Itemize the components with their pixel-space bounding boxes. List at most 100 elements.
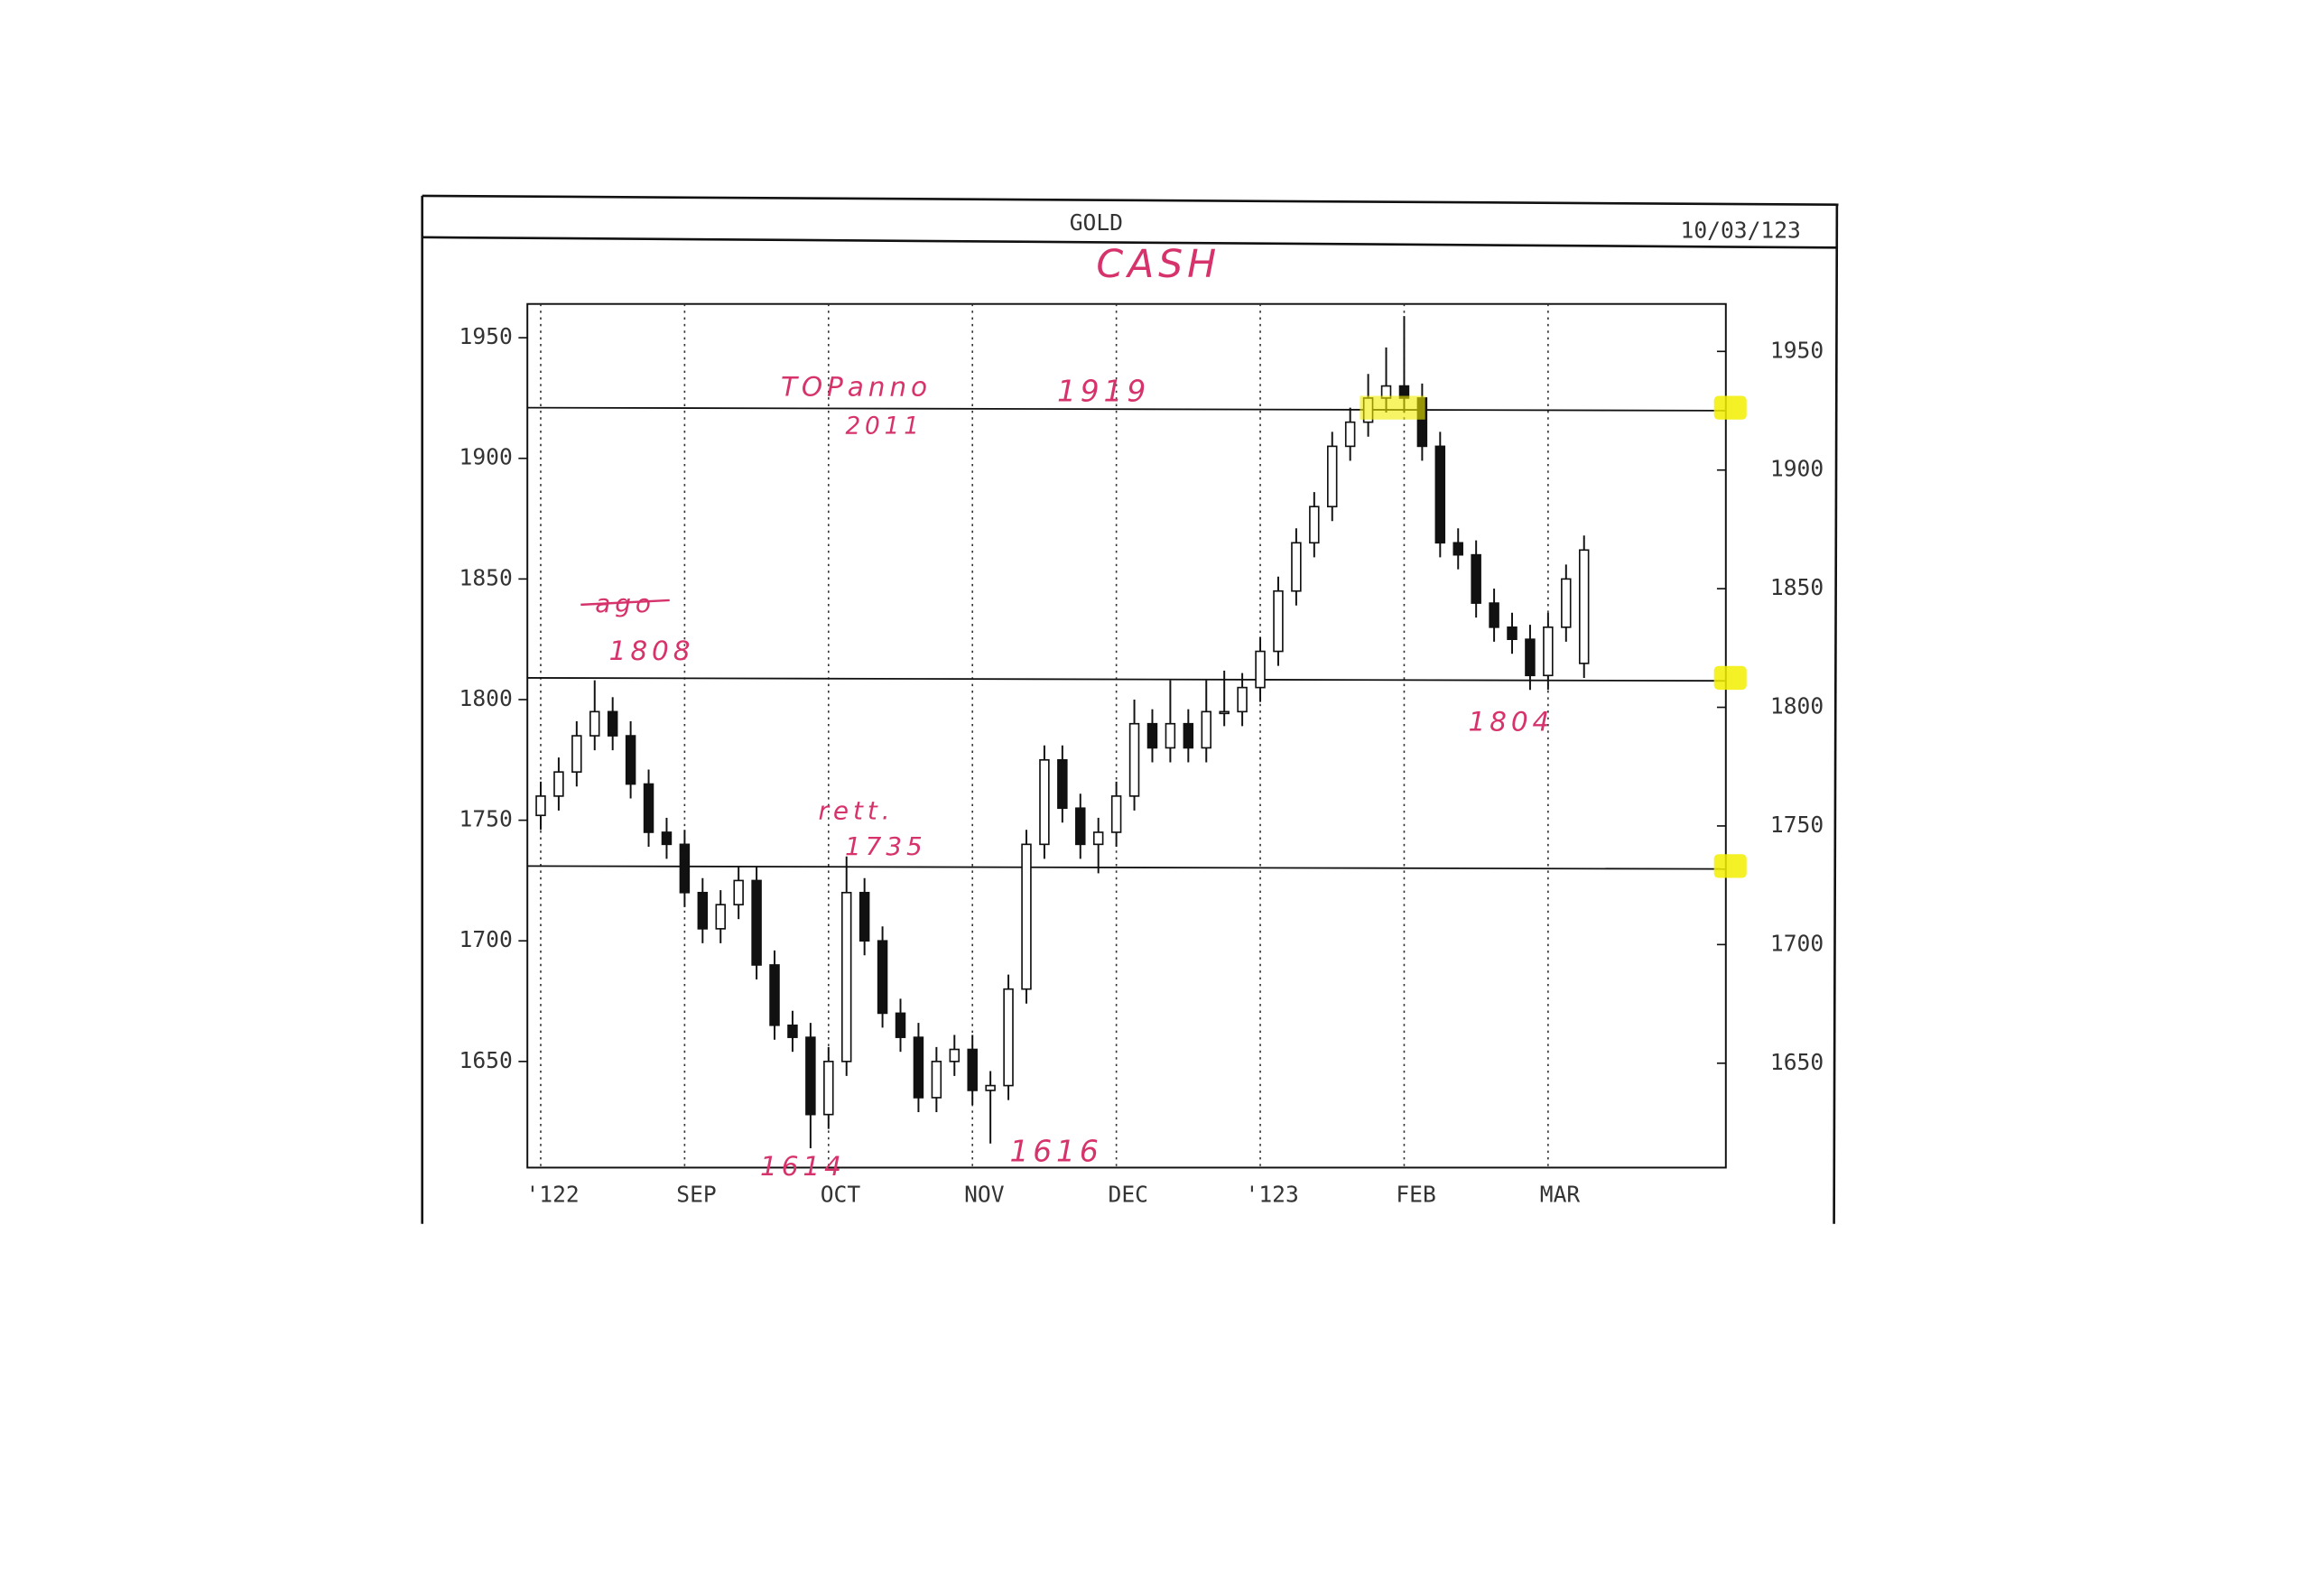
candle-body — [607, 710, 618, 737]
x-tick-label: '123 — [1246, 1182, 1299, 1208]
x-tick-label: NOV — [964, 1182, 1005, 1208]
frame-right — [1833, 204, 1839, 1224]
y2-tick-label: 1900 — [1770, 456, 1824, 482]
annotation: 1614 — [760, 1151, 846, 1182]
candle-body — [859, 891, 870, 942]
candle-body — [1291, 542, 1302, 592]
candle-body — [571, 735, 582, 773]
reference-line — [527, 677, 1726, 682]
highlight-marker — [1713, 395, 1747, 420]
candle-body — [1489, 602, 1499, 628]
y-tick-label: 1850 — [459, 564, 513, 590]
candle-body — [1183, 722, 1194, 749]
candle-body — [1219, 710, 1230, 715]
x-tick-label: OCT — [821, 1182, 861, 1208]
candle-body — [1434, 445, 1446, 544]
candle-body — [823, 1061, 834, 1116]
y2-tick-label: 1800 — [1770, 693, 1824, 719]
candle-body — [985, 1084, 996, 1091]
candle-body — [625, 735, 636, 785]
candle-body — [1255, 650, 1266, 689]
candle-body — [1110, 795, 1122, 833]
candle-body — [1344, 421, 1356, 448]
annotation: 1616 — [1009, 1135, 1102, 1169]
candle-body — [679, 843, 691, 894]
top-highlight — [1360, 395, 1425, 420]
y2-tick-label: 1650 — [1770, 1049, 1824, 1075]
candle-body — [1309, 506, 1320, 544]
candle-body — [1003, 988, 1014, 1087]
candle-body — [733, 879, 744, 905]
candle-body — [1471, 553, 1481, 604]
annotation: 1804 — [1468, 707, 1554, 738]
reference-line — [527, 406, 1726, 412]
y2-tick-label: 1850 — [1770, 574, 1824, 600]
y2-tick-label: 1750 — [1770, 812, 1824, 838]
candle-body — [877, 940, 888, 1015]
highlight-marker — [1713, 854, 1747, 878]
candle-body — [1543, 626, 1554, 677]
frame — [421, 194, 1839, 1224]
header-line — [422, 236, 1837, 249]
candle-body — [931, 1061, 942, 1099]
candle-body — [840, 891, 852, 1062]
candle-body — [1561, 578, 1572, 628]
candle-body — [1146, 722, 1158, 749]
candle-body — [1327, 445, 1338, 508]
chart-title: GOLD — [1070, 209, 1123, 236]
candle-body — [1507, 626, 1517, 641]
annotation: TOPanno — [781, 372, 932, 403]
candle-body — [967, 1048, 978, 1091]
x-tick-label: FEB — [1396, 1182, 1435, 1208]
candle-body — [1201, 710, 1212, 749]
candle-body — [1237, 686, 1248, 713]
y-tick-label: 1700 — [459, 926, 513, 952]
y2-tick-label: 1950 — [1770, 337, 1824, 363]
y-tick-label: 1750 — [459, 806, 513, 832]
candle-body — [949, 1048, 961, 1062]
reference-line — [527, 865, 1726, 870]
annotation-strike — [580, 598, 670, 607]
candle-body — [1452, 542, 1463, 556]
candle-body — [715, 904, 726, 930]
frame-top — [422, 194, 1839, 207]
annotation: CASH — [1096, 242, 1220, 287]
y-tick-label: 1650 — [459, 1047, 513, 1073]
highlight-marker — [1713, 665, 1747, 691]
annotation: 1735 — [845, 831, 927, 861]
x-tick-label: '122 — [525, 1182, 579, 1208]
candle-body — [643, 783, 654, 833]
candle-body — [1578, 549, 1590, 664]
y2-tick-label: 1700 — [1770, 930, 1824, 956]
annotation: 2011 — [845, 413, 923, 440]
annotation: rett. — [819, 796, 895, 826]
candle-body — [589, 710, 600, 737]
x-tick-label: SEP — [676, 1182, 716, 1208]
candle-body — [895, 1012, 906, 1038]
x-tick-label: DEC — [1109, 1182, 1148, 1208]
y-tick-label: 1950 — [459, 323, 513, 349]
candle-body — [1273, 589, 1284, 653]
candle-body — [1039, 758, 1050, 846]
chart-date: 10/03/123 — [1681, 217, 1801, 243]
candle-body — [661, 831, 673, 846]
annotation: 1808 — [609, 636, 695, 666]
candle-body — [1092, 831, 1104, 846]
candle-body — [805, 1036, 816, 1116]
candle-body — [1021, 843, 1032, 990]
y-tick-label: 1900 — [459, 444, 513, 470]
candle-body — [1057, 758, 1068, 810]
x-tick-label: MAR — [1540, 1182, 1581, 1208]
candle-body — [1525, 638, 1536, 677]
candle-body — [553, 771, 564, 797]
candle-body — [751, 879, 762, 966]
plot-area — [526, 302, 1727, 1169]
candle-body — [1128, 722, 1140, 797]
candle-body — [1165, 722, 1176, 749]
candle-body — [913, 1036, 924, 1099]
candle-body — [769, 964, 780, 1026]
annotation: 1919 — [1057, 375, 1150, 409]
candle-body — [697, 891, 709, 930]
